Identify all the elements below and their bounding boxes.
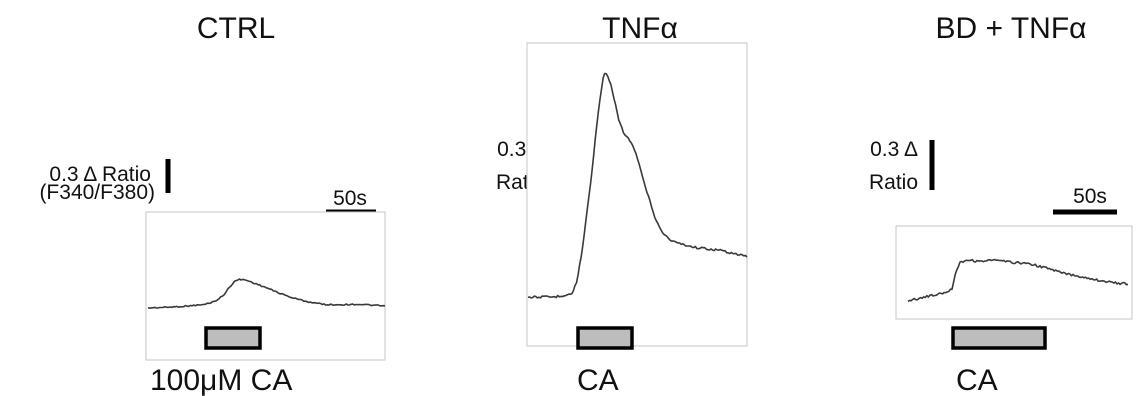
panel-title: BD + TNFα	[936, 12, 1087, 45]
x-scale-label: 50s	[333, 187, 367, 210]
trace-line	[907, 258, 1129, 303]
y-scale-label-line2: (F340/F380)	[39, 181, 155, 204]
y-scale-label-line1: 0.3 Δ	[870, 138, 918, 161]
stimulus-bar	[576, 326, 634, 350]
panel-ctrl: CTRL 0.3 Δ Ratio (F340/F380) 50s 100μM C…	[39, 12, 386, 396]
plot-area	[526, 42, 748, 347]
panel-title: TNFα	[602, 12, 678, 45]
panel-title: CTRL	[197, 12, 275, 45]
stimulus-label: 100μM CA	[150, 364, 292, 396]
plot-area	[145, 211, 386, 361]
trace-line	[147, 278, 386, 309]
stimulus-label: CA	[577, 364, 619, 396]
panel-tnfa: TNFα 0.3 Δ Ratio 50s CA	[496, 12, 748, 396]
y-scale-label-line1: 0.3 Δ Ratio	[49, 163, 151, 186]
x-scale-label: 50s	[1073, 185, 1107, 208]
stimulus-bar	[204, 326, 262, 350]
panel-bd-tnfa: BD + TNFα 0.3 Δ Ratio 50s CA	[869, 12, 1133, 396]
trace-line	[527, 72, 748, 299]
plot-area	[895, 225, 1133, 320]
stimulus-label: CA	[956, 364, 998, 396]
y-scale-label-line2: Ratio	[869, 171, 918, 194]
stimulus-bar	[951, 326, 1047, 350]
